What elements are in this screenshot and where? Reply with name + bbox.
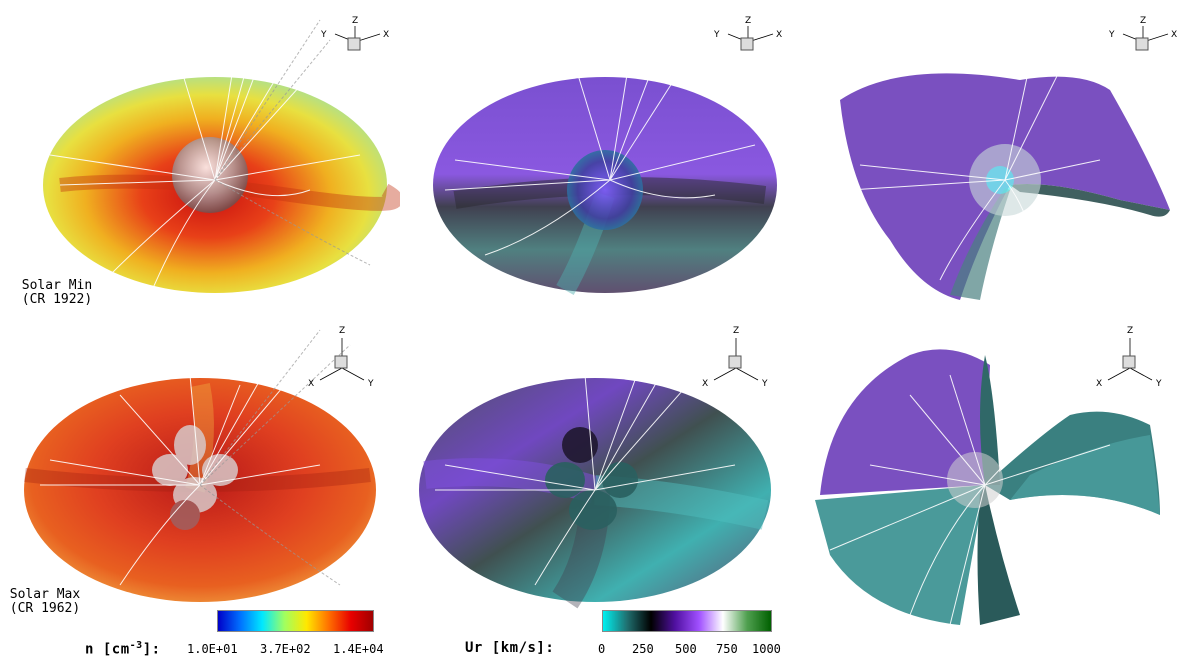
sun-isosurface bbox=[567, 150, 643, 230]
axis-z-label: Z bbox=[352, 16, 358, 26]
axis-left-label: X bbox=[1096, 379, 1102, 389]
axis-triad: Z Y X bbox=[708, 12, 788, 57]
axis-triad: Z Y X bbox=[315, 12, 395, 57]
axis-z-label: Z bbox=[339, 326, 345, 336]
velocity-tick: 750 bbox=[716, 642, 738, 656]
velocity-panel-solar-min bbox=[425, 15, 795, 305]
axis-left-label: X bbox=[308, 379, 314, 389]
velocity-tick: 1000 bbox=[752, 642, 781, 656]
velocity-panel-solar-max bbox=[415, 325, 785, 615]
row-label-line2: (CR 1962) bbox=[9, 601, 81, 616]
velocity-tick: 0 bbox=[598, 642, 606, 656]
field-lines bbox=[444, 24, 756, 256]
density-panel-solar-max bbox=[20, 325, 390, 615]
field-lines bbox=[849, 40, 1101, 301]
axis-z-label: Z bbox=[745, 16, 751, 26]
axis-triad: Z X Y bbox=[302, 320, 382, 390]
density-tick: 1.0E+01 bbox=[187, 642, 238, 656]
axis-left-label: Y bbox=[1108, 30, 1115, 40]
field-lines bbox=[40, 344, 321, 586]
velocity-tick: 250 bbox=[632, 642, 654, 656]
axis-right-label: Y bbox=[367, 379, 374, 389]
sun-isosurface bbox=[545, 427, 638, 530]
axis-right-label: X bbox=[383, 30, 389, 40]
axis-right-label: Y bbox=[1155, 379, 1162, 389]
axis-z-label: Z bbox=[1140, 16, 1146, 26]
axis-right-label: Y bbox=[761, 379, 768, 389]
density-panel-solar-min bbox=[30, 15, 400, 305]
velocity-tick: 500 bbox=[675, 642, 697, 656]
sun-isosurface bbox=[152, 425, 238, 530]
current-sheet-surface bbox=[820, 349, 990, 495]
axis-z-label: Z bbox=[733, 326, 739, 336]
velocity-colorbar bbox=[602, 610, 772, 632]
axis-z-label: Z bbox=[1127, 326, 1133, 336]
axis-left-label: Y bbox=[320, 30, 327, 40]
axis-triad: Z X Y bbox=[1090, 320, 1170, 390]
density-tick: 3.7E+02 bbox=[260, 642, 311, 656]
field-lines bbox=[49, 19, 361, 296]
axis-left-label: X bbox=[702, 379, 708, 389]
axis-left-label: Y bbox=[713, 30, 720, 40]
row-label-line1: Solar Min bbox=[21, 278, 93, 293]
density-colorbar bbox=[217, 610, 374, 632]
field-lines bbox=[829, 374, 1111, 626]
row-label-solar-max: Solar Max (CR 1962) bbox=[0, 588, 90, 616]
current-sheet-panel-solar-min bbox=[820, 40, 1180, 310]
axis-right-label: X bbox=[776, 30, 782, 40]
density-colorbar-label: n [cm-3]: bbox=[85, 640, 161, 658]
sun-isosurface bbox=[947, 452, 1003, 508]
current-sheet-panel-solar-max bbox=[810, 335, 1180, 635]
row-label-line1: Solar Max bbox=[9, 587, 81, 602]
axis-right-label: X bbox=[1171, 30, 1177, 40]
field-lines bbox=[435, 349, 736, 586]
row-label-line2: (CR 1922) bbox=[21, 292, 93, 307]
velocity-colorbar-label: Ur [km/s]: bbox=[465, 640, 555, 656]
axis-triad: Z Y X bbox=[1103, 12, 1183, 57]
row-label-solar-min: Solar Min (CR 1922) bbox=[12, 279, 102, 307]
axis-triad: Z X Y bbox=[696, 320, 776, 390]
density-tick: 1.4E+04 bbox=[333, 642, 384, 656]
